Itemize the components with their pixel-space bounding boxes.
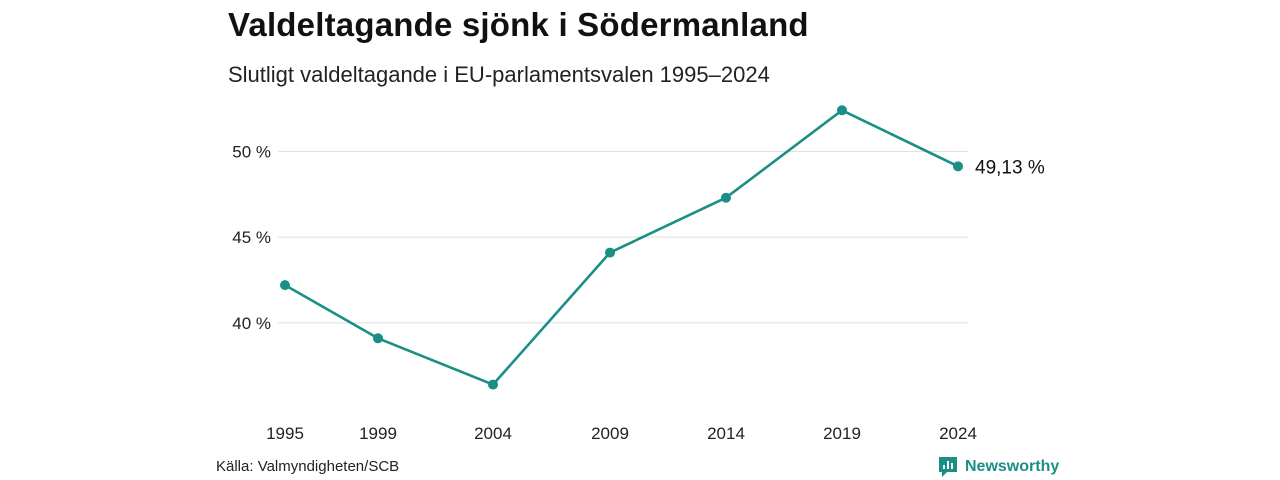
y-tick-label: 45 % <box>232 228 271 247</box>
data-point <box>605 247 615 258</box>
data-point <box>721 192 731 203</box>
x-tick-label: 1999 <box>359 424 397 443</box>
chart-subtitle: Slutligt valdeltagande i EU-parlamentsva… <box>228 62 770 87</box>
brand-logo: Newsworthy <box>938 456 1059 478</box>
data-point <box>488 379 498 390</box>
chart-title: Valdeltagande sjönk i Södermanland <box>228 6 809 43</box>
end-value-label: 49,13 % <box>975 157 1045 178</box>
y-tick-label: 50 % <box>232 142 271 161</box>
x-tick-label: 2014 <box>707 424 745 443</box>
data-point <box>373 333 383 344</box>
data-point <box>837 105 847 116</box>
x-tick-label: 2009 <box>591 424 629 443</box>
data-point <box>280 280 290 291</box>
data-point <box>953 161 963 172</box>
x-tick-label: 2004 <box>474 424 512 443</box>
brand-name: Newsworthy <box>965 458 1060 475</box>
x-tick-label: 1995 <box>266 424 304 443</box>
newsworthy-logo-icon <box>939 457 957 477</box>
y-tick-label: 40 % <box>232 314 271 333</box>
source-note: Källa: Valmyndigheten/SCB <box>216 458 400 475</box>
x-tick-label: 2024 <box>939 424 977 443</box>
x-tick-label: 2019 <box>823 424 861 443</box>
